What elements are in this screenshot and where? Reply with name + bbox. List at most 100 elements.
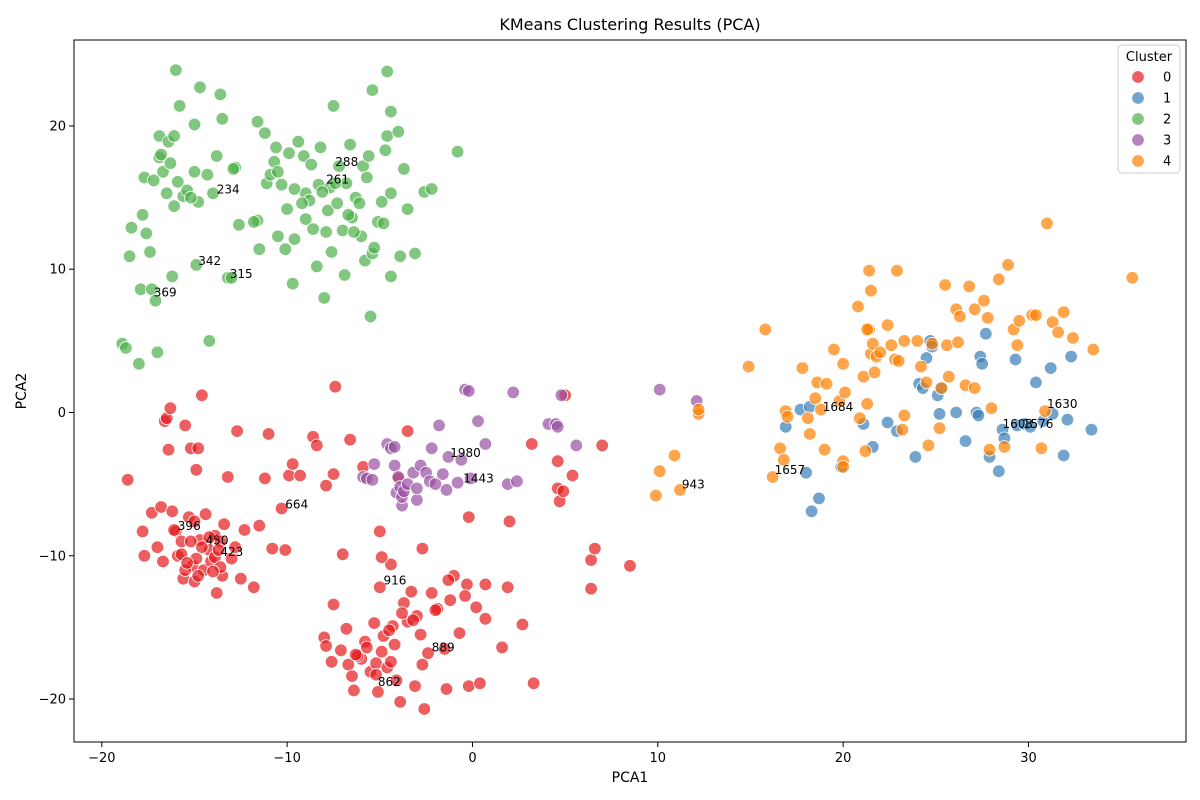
point-annotation: 862 [378,675,401,689]
data-point-cluster-4 [838,385,852,400]
data-point-cluster-4 [919,375,934,390]
data-point-cluster-2 [282,146,296,160]
data-point-cluster-0 [415,541,430,556]
data-point-cluster-1 [949,405,963,420]
data-point-cluster-2 [330,196,344,211]
data-point-cluster-3 [425,441,439,456]
x-axis-ticks: −20 −10 0 10 20 30 [88,742,1037,766]
data-point-cluster-2 [376,216,391,231]
y-axis-label: PCA2 [14,373,30,410]
data-point-cluster-2 [209,149,224,163]
data-point-cluster-0 [217,517,231,531]
data-point-cluster-1 [812,491,826,506]
data-point-cluster-4 [866,337,880,351]
data-point-cluster-0 [395,606,409,620]
data-point-cluster-2 [362,149,376,163]
data-point-cluster-4 [758,322,773,337]
data-point-cluster-4 [860,397,874,411]
data-point-cluster-2 [336,223,350,238]
data-point-cluster-4 [653,464,667,478]
data-point-cluster-2 [172,99,187,113]
data-point-cluster-0 [460,577,474,592]
data-point-cluster-3 [653,382,667,397]
data-point-cluster-0 [184,534,198,549]
data-point-cluster-0 [384,655,398,669]
data-point-cluster-2 [124,220,139,235]
data-point-cluster-2 [375,195,389,209]
data-point-cluster-3 [387,440,402,454]
data-point-cluster-0 [137,549,152,563]
data-point-cluster-4 [773,441,787,456]
plot-points [115,63,1140,716]
data-point-cluster-2 [119,341,133,355]
data-point-cluster-2 [271,229,285,244]
data-point-cluster-0 [343,433,357,447]
data-point-cluster-0 [595,438,609,453]
data-point-cluster-0 [198,507,213,521]
data-point-cluster-0 [421,646,435,660]
data-point-cluster-0 [415,657,430,672]
point-annotation: 423 [220,545,243,559]
data-point-cluster-1 [979,327,993,341]
y-tick-label: 0 [58,406,66,421]
data-point-cluster-2 [187,117,202,132]
data-point-cluster-0 [389,673,404,688]
data-point-cluster-2 [425,182,439,196]
data-point-cluster-3 [410,481,424,496]
data-point-cluster-4 [897,408,912,423]
data-point-cluster-4 [934,381,949,395]
data-point-cluster-2 [224,271,239,285]
data-point-cluster-0 [247,580,261,595]
data-point-cluster-2 [150,345,165,360]
data-point-cluster-0 [551,454,565,468]
data-point-cluster-2 [135,208,150,222]
data-point-cluster-2 [139,226,154,241]
data-point-cluster-4 [858,444,873,458]
data-point-cluster-4 [836,460,850,474]
data-point-cluster-0 [400,424,415,438]
data-point-cluster-4 [992,272,1006,287]
data-point-cluster-2 [324,245,339,259]
data-point-cluster-4 [981,311,995,325]
data-point-cluster-2 [297,149,311,163]
data-point-cluster-0 [319,639,333,653]
data-point-cluster-0 [443,593,457,607]
data-point-cluster-2 [384,104,398,119]
data-point-cluster-3 [471,414,485,428]
legend-marker-cluster-0 [1131,70,1145,84]
x-tick-label: 30 [1020,751,1037,766]
data-point-cluster-2 [287,182,302,196]
data-point-cluster-2 [363,309,378,324]
data-point-cluster-2 [306,222,320,236]
data-point-cluster-0 [326,597,341,612]
point-annotation: 315 [230,267,253,281]
data-point-cluster-4 [938,278,952,292]
data-point-cluster-0 [417,702,432,716]
legend-marker-cluster-2 [1131,112,1145,126]
data-point-cluster-2 [299,212,313,226]
data-point-cluster-2 [400,202,415,216]
x-axis-label: PCA1 [612,770,649,786]
data-point-cluster-2 [146,173,161,188]
data-point-cluster-0 [382,623,396,638]
data-point-cluster-0 [458,589,472,603]
point-annotation: 1603 [1003,417,1034,431]
data-point-cluster-4 [864,284,878,298]
legend-label-cluster-0: 0 [1163,71,1171,86]
data-point-cluster-4 [667,448,682,463]
data-point-cluster-4 [984,401,999,415]
point-annotation: 396 [178,519,201,533]
data-point-cluster-4 [897,334,912,348]
data-point-cluster-4 [921,438,936,453]
data-point-cluster-2 [165,269,179,284]
data-point-cluster-4 [1066,331,1080,345]
data-point-cluster-1 [1029,375,1043,390]
point-annotation: 1980 [450,446,481,460]
data-point-cluster-4 [968,302,982,317]
data-point-cluster-0 [387,637,402,652]
point-annotation: 1630 [1047,397,1078,411]
data-point-cluster-3 [441,450,456,464]
data-point-cluster-0 [478,577,493,592]
data-point-cluster-0 [163,401,178,415]
